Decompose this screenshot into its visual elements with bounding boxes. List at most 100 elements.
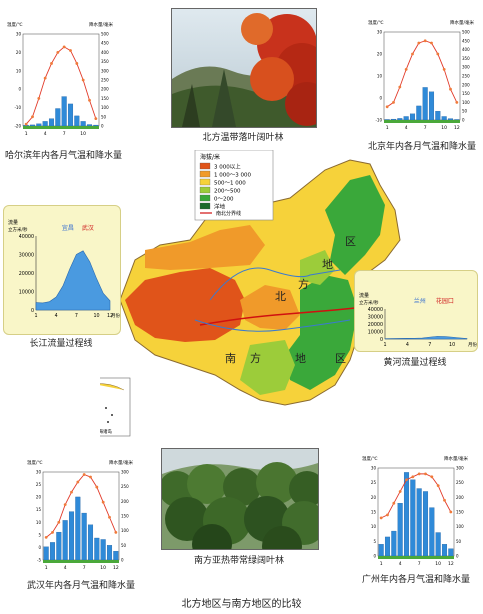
flow-tick-label: 0 — [380, 337, 383, 343]
temperature-point — [392, 501, 396, 505]
precipitation-bar — [81, 512, 87, 561]
precipitation-bar — [428, 91, 435, 121]
precipitation-bar — [397, 503, 403, 557]
precip-tick-label: 0 — [101, 124, 104, 129]
month-tick-label: 7 — [83, 565, 86, 571]
precipitation-bar — [80, 121, 86, 127]
precip-tick-label: 500 — [462, 30, 470, 35]
flow-tick-label: 20000 — [19, 271, 34, 277]
month-tick-label: 4 — [405, 125, 408, 131]
precipitation-bar — [410, 479, 416, 557]
precipitation-bar — [448, 548, 454, 557]
temperature-point — [51, 530, 54, 534]
flow-unit-label: 立方米/秒 — [8, 226, 28, 233]
month-tick-label: 1 — [25, 131, 28, 137]
precip-tick-label: 150 — [101, 96, 109, 101]
month-tick-label: 7 — [75, 313, 78, 319]
temperature-point — [417, 41, 421, 45]
precip-tick-label: 300 — [121, 470, 129, 475]
precip-tick-label: 450 — [101, 41, 109, 46]
precip-tick-label: 200 — [121, 499, 129, 504]
precip-tick-label: 300 — [456, 466, 464, 471]
temperature-point — [455, 101, 459, 104]
temp-tick-label: 30 — [377, 30, 383, 35]
temp-tick-label: 10 — [377, 74, 383, 79]
legend-swatch — [199, 202, 211, 210]
temperature-point — [69, 49, 72, 52]
month-tick-label: 12 — [113, 565, 119, 571]
map-legend-divider-label: 南北分界线 — [216, 210, 241, 217]
legend-item-label: 500～1 000 — [214, 181, 246, 187]
precipitation-bar — [378, 544, 384, 557]
month-tick-label: 10 — [100, 565, 106, 571]
month-tick-label: 7 — [63, 131, 66, 137]
precip-tick-label: 300 — [101, 68, 109, 73]
temperature-point — [24, 122, 28, 126]
temperature-point — [411, 475, 415, 479]
temperature-point — [101, 500, 105, 504]
flow-axis-label: 流量 — [8, 219, 18, 226]
temperature-line — [386, 40, 458, 108]
flow-unit-label: 立方米/秒 — [359, 299, 379, 306]
precip-tick-label: 250 — [101, 78, 109, 83]
legend-item-label: 洋地 — [214, 203, 226, 211]
temp-tick-label: -10 — [14, 105, 21, 110]
precipitation-bar — [390, 118, 397, 121]
plateau-region — [125, 268, 245, 342]
precipitation-bar — [94, 537, 100, 561]
temp-tick-label: 25 — [371, 480, 377, 485]
precipitation-bar — [397, 118, 403, 121]
legend-swatch — [199, 162, 211, 170]
precipitation-bar — [416, 488, 422, 557]
legend-swatch — [199, 178, 211, 186]
wuhan-climate-caption: 武汉年内各月气温和降水量 — [26, 581, 135, 591]
hill-south — [240, 340, 295, 395]
month-tick-label: 4 — [55, 313, 58, 319]
temperature-point — [386, 513, 389, 517]
precip-tick-label: 350 — [462, 56, 470, 61]
flow-tick-label: 40000 — [368, 307, 383, 313]
temperature-point — [62, 45, 66, 49]
month-tick-label: 1 — [386, 125, 389, 131]
north-region-char: 北 — [275, 290, 286, 303]
mountain-region-central — [240, 285, 300, 330]
temp-tick-label: 30 — [36, 470, 42, 475]
temperature-point — [405, 478, 408, 482]
precipitation-bar — [447, 118, 454, 121]
precipitation-bar — [416, 105, 422, 121]
south-sea-inset-label: 南海诸岛 — [100, 428, 112, 435]
temp-tick-label: 30 — [371, 466, 377, 471]
wuhan-climate-chart: 温度/℃ 降水量/毫米 30 25 20 15 10 5 0 -5 300 250 200 150 100 5… — [25, 456, 137, 574]
precip-tick-label: 50 — [456, 539, 462, 544]
temperature-point — [88, 98, 91, 102]
temperature-point — [94, 117, 98, 121]
precip-tick-label: 200 — [456, 495, 464, 500]
precipitation-bar — [93, 124, 99, 127]
precipitation-bar — [68, 511, 75, 561]
guangzhou-climate-caption: 广州年内各月气温和降水量 — [361, 575, 470, 585]
temperature-point — [82, 473, 86, 476]
temperature-point — [385, 105, 389, 109]
legend-item-label: 3 000以上 — [214, 163, 241, 171]
temp-axis-label: 温度/℃ — [7, 21, 23, 28]
flow-axis-label: 流量 — [359, 292, 369, 299]
temperature-point — [50, 62, 53, 65]
lowland-east — [285, 275, 358, 390]
precip-tick-label: 300 — [462, 65, 470, 70]
beijing-climate-caption: 北京年内各月气温和降水量 — [367, 142, 476, 152]
precip-tick-label: 200 — [101, 87, 109, 92]
precip-tick-label: 50 — [101, 114, 107, 119]
north-region-char: 区 — [345, 235, 356, 248]
precipitation-bar — [403, 116, 409, 121]
temp-tick-label: 15 — [36, 507, 42, 512]
flow-tick-label: 20000 — [368, 322, 383, 328]
precipitation-bar — [106, 545, 113, 561]
precip-tick-label: 100 — [456, 524, 464, 529]
temp-tick-label: 10 — [16, 68, 22, 73]
temp-axis-label: 温度/℃ — [368, 19, 384, 26]
legend-item-label: 1 000～3 000 — [214, 173, 251, 179]
precip-tick-label: 0 — [456, 554, 459, 559]
map-legend-title: 海拔/米 — [200, 153, 220, 161]
